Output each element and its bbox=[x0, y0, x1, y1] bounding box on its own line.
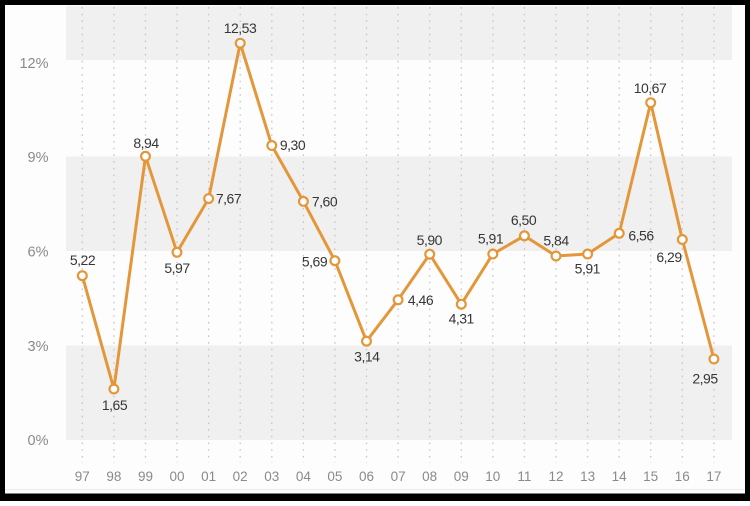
svg-text:10: 10 bbox=[485, 469, 500, 484]
svg-text:5,91: 5,91 bbox=[575, 261, 601, 277]
svg-text:97: 97 bbox=[75, 469, 90, 484]
svg-text:9%: 9% bbox=[28, 150, 49, 166]
svg-text:6%: 6% bbox=[28, 244, 49, 260]
svg-text:7,67: 7,67 bbox=[216, 191, 242, 207]
svg-text:5,22: 5,22 bbox=[70, 252, 96, 268]
svg-text:07: 07 bbox=[391, 469, 406, 484]
svg-text:0%: 0% bbox=[28, 433, 49, 449]
svg-text:5,90: 5,90 bbox=[417, 232, 443, 248]
svg-text:5,69: 5,69 bbox=[302, 254, 328, 270]
svg-text:09: 09 bbox=[454, 469, 469, 484]
svg-text:4,46: 4,46 bbox=[408, 292, 434, 308]
svg-text:7,60: 7,60 bbox=[312, 194, 338, 210]
svg-text:05: 05 bbox=[327, 469, 342, 484]
svg-text:03: 03 bbox=[264, 469, 279, 484]
svg-text:5,91: 5,91 bbox=[478, 230, 504, 246]
svg-text:5,97: 5,97 bbox=[164, 260, 190, 276]
svg-text:12: 12 bbox=[548, 469, 563, 484]
svg-text:08: 08 bbox=[422, 469, 437, 484]
svg-text:17: 17 bbox=[706, 469, 721, 484]
svg-text:3,14: 3,14 bbox=[354, 349, 380, 365]
svg-text:15: 15 bbox=[643, 469, 658, 484]
svg-text:01: 01 bbox=[201, 469, 216, 484]
svg-text:6,50: 6,50 bbox=[511, 212, 537, 228]
svg-text:9,30: 9,30 bbox=[280, 137, 306, 153]
svg-text:00: 00 bbox=[169, 469, 184, 484]
svg-text:5,84: 5,84 bbox=[543, 232, 569, 248]
svg-text:10,67: 10,67 bbox=[634, 80, 667, 96]
svg-text:6,29: 6,29 bbox=[656, 249, 682, 265]
svg-text:16: 16 bbox=[675, 469, 690, 484]
svg-text:04: 04 bbox=[296, 469, 312, 484]
svg-text:1,65: 1,65 bbox=[102, 397, 128, 413]
svg-text:02: 02 bbox=[233, 469, 248, 484]
svg-text:3%: 3% bbox=[28, 339, 49, 355]
svg-text:2,95: 2,95 bbox=[692, 370, 718, 386]
svg-text:12,53: 12,53 bbox=[224, 20, 257, 36]
svg-text:13: 13 bbox=[580, 469, 595, 484]
svg-text:14: 14 bbox=[612, 469, 628, 484]
svg-text:6,56: 6,56 bbox=[628, 228, 654, 244]
svg-text:4,31: 4,31 bbox=[449, 311, 475, 327]
svg-text:8,94: 8,94 bbox=[133, 135, 159, 151]
svg-text:98: 98 bbox=[106, 469, 121, 484]
svg-text:99: 99 bbox=[138, 469, 153, 484]
svg-text:12%: 12% bbox=[19, 56, 48, 72]
svg-text:06: 06 bbox=[359, 469, 374, 484]
svg-text:11: 11 bbox=[517, 469, 531, 484]
